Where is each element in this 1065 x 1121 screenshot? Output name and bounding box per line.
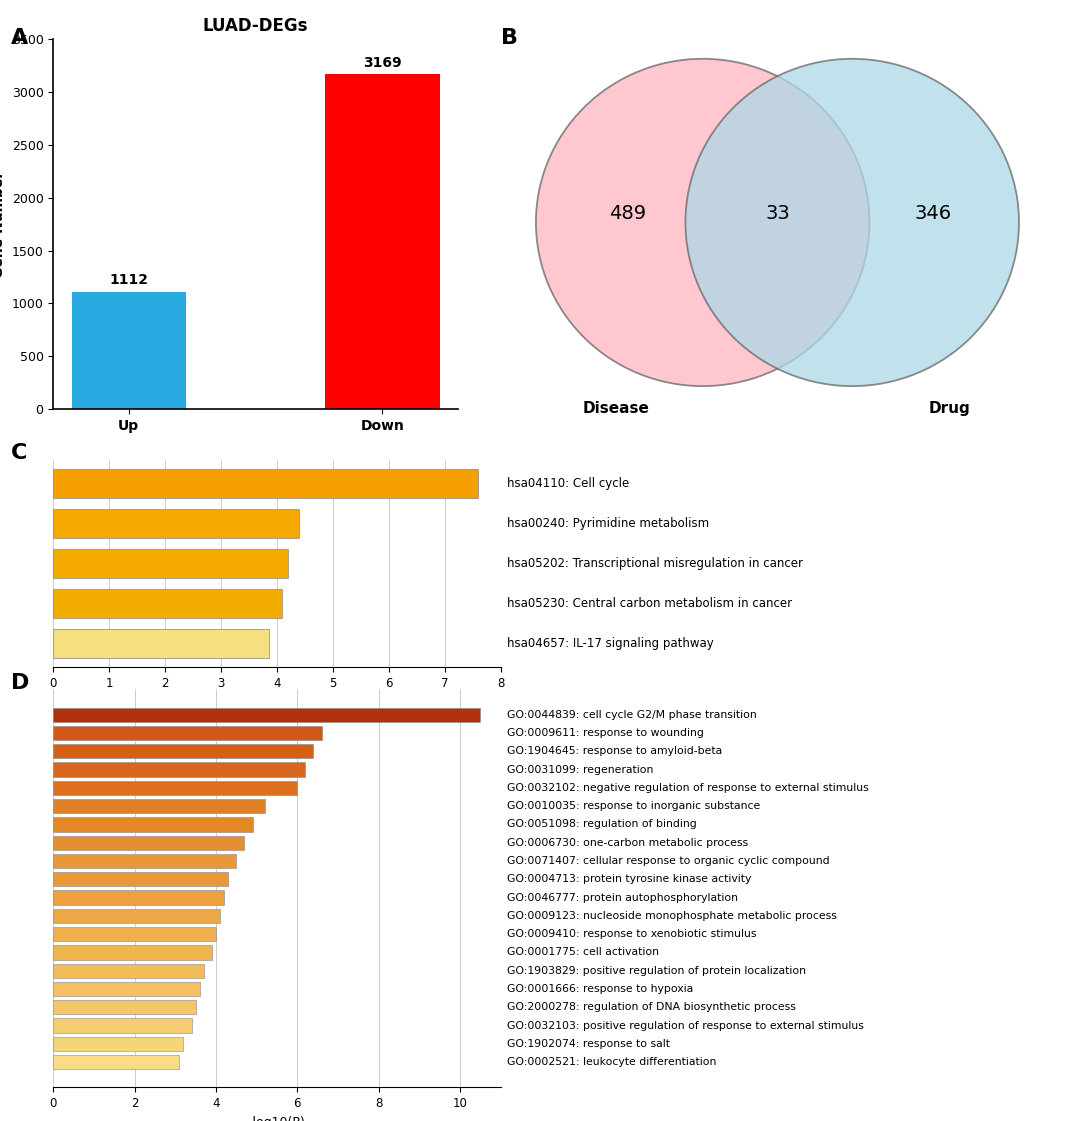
Text: 346: 346	[914, 204, 951, 223]
Text: hsa05230: Central carbon metabolism in cancer: hsa05230: Central carbon metabolism in c…	[508, 596, 792, 610]
X-axis label: -log10(P): -log10(P)	[248, 1115, 306, 1121]
Bar	[53, 817, 252, 832]
Text: GO:2000278: regulation of DNA biosynthetic process: GO:2000278: regulation of DNA biosynthet…	[508, 1002, 797, 1012]
Bar	[53, 799, 265, 813]
Text: GO:0044839: cell cycle G2/M phase transition: GO:0044839: cell cycle G2/M phase transi…	[508, 710, 757, 720]
Text: GO:1903829: positive regulation of protein localization: GO:1903829: positive regulation of prote…	[508, 965, 806, 975]
Bar	[53, 945, 212, 960]
Bar	[53, 890, 224, 905]
Bar	[53, 909, 220, 923]
Text: Drug: Drug	[929, 401, 971, 416]
Text: GO:1904645: response to amyloid-beta: GO:1904645: response to amyloid-beta	[508, 747, 723, 757]
Bar	[53, 549, 288, 577]
Text: GO:0032103: positive regulation of response to external stimulus: GO:0032103: positive regulation of respo…	[508, 1020, 865, 1030]
Text: GO:0051098: regulation of binding: GO:0051098: regulation of binding	[508, 819, 698, 830]
Text: GO:0002521: leukocyte differentiation: GO:0002521: leukocyte differentiation	[508, 1057, 717, 1067]
Bar	[53, 1055, 179, 1069]
Y-axis label: Gene Number: Gene Number	[0, 170, 6, 278]
Bar	[53, 1037, 183, 1051]
Text: hsa00240: Pyrimidine metabolism: hsa00240: Pyrimidine metabolism	[508, 517, 709, 530]
Title: LUAD-DEGs: LUAD-DEGs	[202, 17, 309, 35]
Bar	[53, 872, 228, 887]
Bar	[53, 1019, 192, 1032]
Text: hsa04657: IL-17 signaling pathway: hsa04657: IL-17 signaling pathway	[508, 637, 715, 650]
Text: B: B	[501, 28, 518, 48]
Bar	[326, 74, 440, 409]
Text: 3169: 3169	[363, 56, 402, 70]
Text: 1112: 1112	[110, 274, 148, 287]
Bar	[53, 762, 306, 777]
Text: GO:0031099: regeneration: GO:0031099: regeneration	[508, 765, 654, 775]
Bar	[53, 744, 313, 758]
Text: GO:0009611: response to wounding: GO:0009611: response to wounding	[508, 728, 704, 738]
Bar	[71, 291, 185, 409]
Bar	[53, 982, 199, 997]
Text: GO:0009410: response to xenobiotic stimulus: GO:0009410: response to xenobiotic stimu…	[508, 929, 757, 939]
Text: GO:0006730: one-carbon metabolic process: GO:0006730: one-carbon metabolic process	[508, 837, 749, 847]
Text: hsa05202: Transcriptional misregulation in cancer: hsa05202: Transcriptional misregulation …	[508, 557, 803, 569]
Text: GO:0071407: cellular response to organic cyclic compound: GO:0071407: cellular response to organic…	[508, 856, 830, 865]
Text: C: C	[11, 443, 27, 463]
Ellipse shape	[686, 58, 1019, 386]
Bar	[53, 589, 282, 618]
Text: GO:0001775: cell activation: GO:0001775: cell activation	[508, 947, 659, 957]
Bar	[53, 509, 299, 538]
Text: A: A	[11, 28, 28, 48]
Bar	[53, 629, 268, 658]
Text: GO:0046777: protein autophosphorylation: GO:0046777: protein autophosphorylation	[508, 892, 738, 902]
Text: 33: 33	[765, 204, 790, 223]
Text: GO:0004713: protein tyrosine kinase activity: GO:0004713: protein tyrosine kinase acti…	[508, 874, 752, 884]
Text: GO:1902074: response to salt: GO:1902074: response to salt	[508, 1039, 671, 1049]
Text: GO:0001666: response to hypoxia: GO:0001666: response to hypoxia	[508, 984, 693, 994]
Text: GO:0009123: nucleoside monophosphate metabolic process: GO:0009123: nucleoside monophosphate met…	[508, 911, 837, 920]
Ellipse shape	[536, 58, 869, 386]
Text: GO:0032102: negative regulation of response to external stimulus: GO:0032102: negative regulation of respo…	[508, 782, 869, 793]
Bar	[53, 725, 322, 740]
Bar	[53, 707, 480, 722]
Bar	[53, 469, 478, 498]
Bar	[53, 964, 203, 978]
X-axis label: -log10(P): -log10(P)	[248, 695, 306, 708]
Text: 489: 489	[609, 204, 646, 223]
Text: D: D	[11, 673, 29, 693]
Text: Disease: Disease	[583, 401, 650, 416]
Text: GO:0010035: response to inorganic substance: GO:0010035: response to inorganic substa…	[508, 802, 760, 812]
Bar	[53, 780, 297, 795]
Text: hsa04110: Cell cycle: hsa04110: Cell cycle	[508, 476, 629, 490]
Bar	[53, 835, 244, 850]
Bar	[53, 854, 236, 868]
Bar	[53, 1000, 196, 1015]
Bar	[53, 927, 216, 942]
